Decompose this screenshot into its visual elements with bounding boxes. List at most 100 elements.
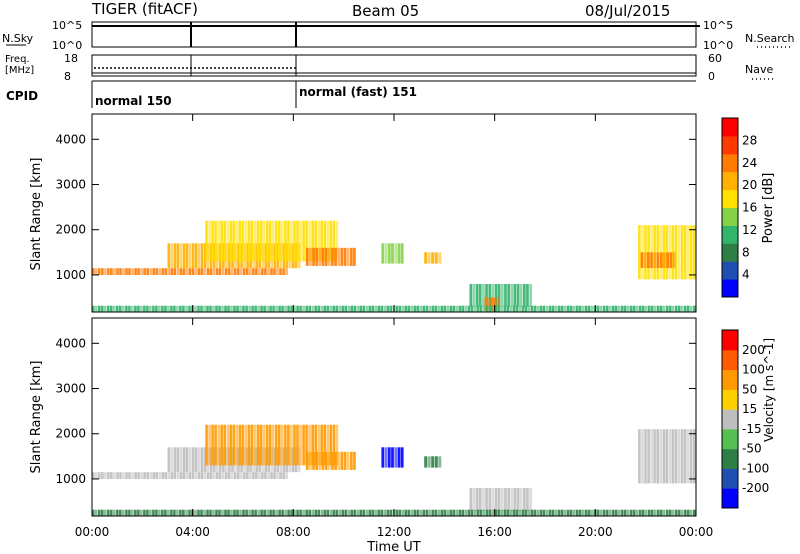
- colorbar-swatch: [722, 207, 738, 226]
- scatter-cell: [170, 243, 174, 269]
- scatter-cell: [494, 509, 498, 516]
- x-tick-label: 20:00: [578, 525, 613, 539]
- scatter-cell: [659, 225, 662, 280]
- scatter-cell: [663, 252, 666, 269]
- y-tick-label: 1000: [55, 472, 86, 486]
- y-tick-label: 3000: [55, 178, 86, 192]
- scatter-cell: [384, 447, 388, 468]
- colorbar-tick-label: 20: [742, 178, 757, 192]
- scatter-cell: [282, 447, 286, 473]
- scatter-cell: [128, 509, 131, 516]
- scatter-cell: [155, 268, 158, 275]
- scatter-cell: [253, 220, 257, 262]
- scatter-cell: [359, 305, 362, 312]
- scatter-cell: [125, 509, 128, 516]
- scatter-cell: [309, 451, 312, 470]
- scatter-cell: [529, 284, 532, 307]
- x-tick-label: 00:00: [679, 525, 714, 539]
- scatter-cell: [410, 305, 414, 312]
- scatter-cell: [185, 447, 189, 473]
- scatter-cell: [250, 424, 254, 466]
- scatter-cell: [246, 243, 249, 269]
- scatter-cell: [343, 247, 347, 266]
- scatter-cell: [329, 509, 332, 516]
- scatter-cell: [659, 429, 662, 484]
- scatter-cell: [255, 447, 258, 473]
- scatter-cell: [475, 284, 479, 307]
- scatter-cell: [173, 268, 177, 275]
- scatter-cell: [656, 305, 660, 312]
- scatter-cell: [617, 509, 621, 516]
- time-axis-label: Time UT: [366, 540, 420, 554]
- scatter-cell: [149, 305, 152, 312]
- scatter-cell: [197, 472, 201, 479]
- power-colorbar: 28 24 20 16 12 8 4: [721, 117, 757, 298]
- scatter-cell: [107, 305, 110, 312]
- scatter-cell: [161, 509, 164, 516]
- colorbar-tick-label: 12: [742, 223, 757, 237]
- scatter-cell: [467, 509, 471, 516]
- y-tick-label: 2000: [55, 427, 86, 441]
- colorbar-tick-label: -100: [742, 461, 769, 475]
- scatter-cell: [215, 305, 218, 312]
- scatter-cell: [110, 472, 113, 479]
- scatter-cell: [203, 268, 207, 275]
- scatter-cell: [116, 268, 119, 275]
- scatter-cell: [296, 305, 299, 312]
- scatter-cell: [158, 268, 161, 275]
- scatter-cell: [203, 447, 207, 473]
- scatter-cell: [249, 243, 252, 269]
- scatter-cell: [116, 472, 119, 479]
- scatter-cell: [275, 220, 278, 262]
- scatter-cell: [650, 225, 653, 280]
- colorbar-tick-label: 8: [742, 245, 750, 259]
- scatter-cell: [656, 225, 659, 280]
- scatter-cell: [290, 305, 293, 312]
- scatter-cell: [318, 451, 322, 470]
- scatter-cell: [317, 220, 320, 262]
- scatter-cell: [452, 509, 456, 516]
- scatter-cell: [134, 472, 137, 479]
- scatter-cell: [395, 305, 399, 312]
- scatter-cell: [95, 472, 98, 479]
- scatter-cell: [314, 220, 317, 262]
- scatter-cell: [131, 305, 134, 312]
- scatter-cell: [686, 225, 690, 280]
- nave-right-tick-bottom: 0: [708, 70, 715, 83]
- scatter-cell: [536, 509, 540, 516]
- scatter-cell: [485, 509, 489, 516]
- scatter-cell: [381, 243, 385, 264]
- nave-label: Nave: [745, 63, 773, 76]
- scatter-cell: [650, 429, 653, 484]
- scatter-cell: [659, 252, 663, 269]
- scatter-cell: [179, 472, 183, 479]
- scatter-cell: [515, 305, 519, 312]
- scatter-cell: [110, 509, 113, 516]
- scatter-cell: [236, 305, 239, 312]
- colorbar-swatch: [722, 428, 738, 450]
- scatter-cell: [182, 268, 186, 275]
- scatter-cell: [182, 305, 185, 312]
- scatter-cell: [491, 305, 495, 312]
- scatter-cell: [176, 305, 179, 312]
- scatter-cell: [253, 424, 257, 466]
- scatter-cell: [188, 447, 192, 473]
- colorbar-swatch: [722, 171, 738, 191]
- scatter-cell: [269, 509, 272, 516]
- scatter-cell: [690, 509, 693, 516]
- scatter-cell: [671, 225, 675, 280]
- scatter-cell: [566, 305, 570, 312]
- scatter-cell: [227, 268, 231, 275]
- scatter-cell: [575, 305, 579, 312]
- scatter-cell: [98, 268, 101, 275]
- scatter-cell: [659, 509, 663, 516]
- scatter-cell: [143, 509, 146, 516]
- scatter-cell: [533, 305, 537, 312]
- scatter-cell: [182, 509, 185, 516]
- scatter-cell: [237, 243, 240, 269]
- scatter-cell: [167, 472, 171, 479]
- scatter-cell: [614, 305, 618, 312]
- scatter-cell: [266, 509, 269, 516]
- scatter-cell: [252, 472, 255, 479]
- scatter-cell: [693, 429, 696, 484]
